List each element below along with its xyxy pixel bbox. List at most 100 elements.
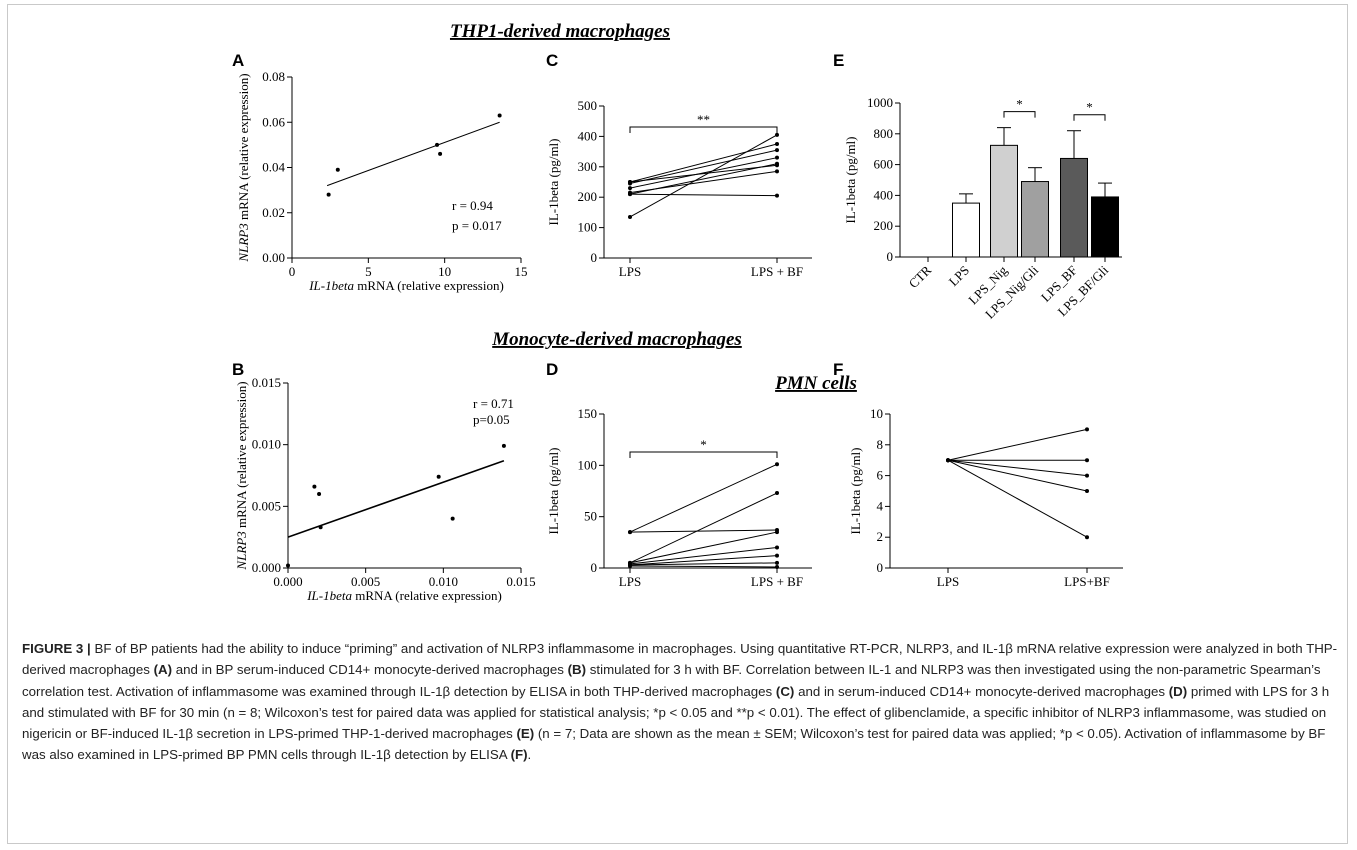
x-tick-label: 0.005 xyxy=(351,574,380,589)
y-tick-label: 200 xyxy=(578,189,598,204)
panel-letter-e: E xyxy=(833,51,844,70)
significance-bracket xyxy=(629,126,778,133)
bar xyxy=(1091,196,1119,258)
y-tick-label: 50 xyxy=(584,509,597,524)
data-point xyxy=(775,553,779,558)
paired-line xyxy=(629,562,778,566)
data-point xyxy=(628,214,632,219)
significance-label: * xyxy=(1086,100,1093,115)
bar xyxy=(1021,181,1049,258)
data-point xyxy=(335,167,340,172)
paired-line xyxy=(629,134,778,218)
y-axis-label: IL-1beta (pg/ml) xyxy=(843,137,858,224)
significance-label: * xyxy=(700,437,707,452)
data-point xyxy=(775,491,779,496)
data-point xyxy=(775,545,779,550)
paired-line xyxy=(629,170,778,194)
heading-pmn: PMN cells xyxy=(774,373,857,394)
caption-text: primed with LPS for 3 h and stimulated w… xyxy=(22,683,1330,742)
x-axis-label-gene: IL-1beta xyxy=(306,588,352,603)
y-axis-label-gene: NLRP3 xyxy=(236,223,251,263)
data-point xyxy=(775,155,779,160)
data-point xyxy=(775,193,779,198)
data-point xyxy=(312,484,317,489)
x-tick-label: 5 xyxy=(365,264,372,279)
paired-line xyxy=(947,459,1088,538)
significance-bracket xyxy=(1003,111,1036,118)
y-axis-label: NLRP3 mRNA (relative expression) xyxy=(236,73,251,262)
bar xyxy=(990,144,1018,258)
paired-line xyxy=(629,193,778,197)
y-axis-label-rest: mRNA (relative expression) xyxy=(236,73,251,223)
chart-panel-a: 0.00 0.02 0.04 0.06 0.08 0 5 10 15 IL-1beta mRNA … xyxy=(236,69,528,293)
paired-line xyxy=(629,157,778,189)
chart-panel-f: 0 2 4 6 8 10 LPS LPS+BF IL-1beta (pg/ml) xyxy=(848,406,1123,589)
paired-line xyxy=(629,492,778,564)
stat-r: r = 0.94 xyxy=(452,198,493,213)
caption-ref-c: (C) xyxy=(775,683,795,699)
data-point xyxy=(775,132,779,137)
data-point xyxy=(1085,473,1089,478)
bar xyxy=(952,202,980,258)
x-tick-label: 15 xyxy=(515,264,528,279)
y-axis-label: IL-1beta (pg/ml) xyxy=(546,448,561,535)
x-tick-label: LPS xyxy=(619,574,641,589)
y-tick-label: 6 xyxy=(877,468,884,483)
y-tick-label: 0.005 xyxy=(252,498,281,513)
x-axis-label-rest: mRNA (relative expression) xyxy=(352,588,502,603)
caption-text: and in BP serum-induced CD14+ monocyte-d… xyxy=(172,662,568,678)
data-point xyxy=(1085,489,1089,493)
data-point xyxy=(501,443,506,448)
y-tick-label: 0.04 xyxy=(262,160,285,175)
y-tick-label: 600 xyxy=(874,157,894,172)
y-tick-label: 300 xyxy=(578,159,598,174)
y-tick-label: 0.015 xyxy=(252,375,281,390)
data-point xyxy=(775,163,779,168)
y-tick-label: 4 xyxy=(877,498,884,513)
caption-ref-d: (D) xyxy=(1168,683,1188,699)
data-point xyxy=(628,186,632,191)
data-point xyxy=(450,516,455,521)
y-tick-label: 400 xyxy=(874,187,894,202)
data-point xyxy=(946,458,950,463)
y-axis-label: NLRP3 mRNA (relative expression) xyxy=(234,381,249,570)
data-point xyxy=(436,474,441,479)
y-tick-label: 8 xyxy=(877,437,884,452)
caption-text: BF of BP patients had the ability to ind… xyxy=(22,641,1338,678)
y-axis-label-gene: NLRP3 xyxy=(234,531,249,571)
figure-3: THP1-derived macrophages Monocyte-derive… xyxy=(232,21,1123,603)
y-tick-label: 0.010 xyxy=(252,437,281,452)
y-tick-label: 0.00 xyxy=(262,250,285,265)
data-point xyxy=(317,492,322,496)
bar xyxy=(1060,157,1088,258)
figure-frame xyxy=(7,4,1348,844)
x-tick-label: CTR xyxy=(906,262,935,291)
caption-ref-e: (E) xyxy=(516,726,535,742)
data-point xyxy=(775,564,779,569)
x-tick-label: 10 xyxy=(438,264,451,279)
y-tick-label: 100 xyxy=(578,457,598,472)
x-tick-label: 0.010 xyxy=(429,574,458,589)
y-tick-label: 100 xyxy=(578,220,598,235)
chart-panel-b: 0.000 0.005 0.010 0.015 0.000 0.005 0.010 0.015… xyxy=(234,375,536,603)
data-point xyxy=(775,462,779,467)
significance-label: * xyxy=(1016,97,1023,112)
x-tick-label: 0.000 xyxy=(273,574,302,589)
caption-text: (n = 7; Data are shown as the mean ± SEM… xyxy=(22,726,1326,763)
data-point xyxy=(286,563,290,568)
caption-ref-f: (F) xyxy=(510,747,528,763)
data-point xyxy=(775,142,779,146)
data-point xyxy=(775,560,779,565)
x-tick-label: LPS xyxy=(946,263,972,289)
y-tick-label: 150 xyxy=(578,406,598,421)
paired-line xyxy=(629,529,778,533)
data-point xyxy=(1085,427,1089,432)
data-point xyxy=(628,563,632,568)
paired-line xyxy=(629,149,778,185)
data-point xyxy=(775,530,779,535)
caption-text: and in serum-induced CD14+ monocyte-deri… xyxy=(794,683,1169,699)
data-point xyxy=(628,530,632,535)
panel-letter-a: A xyxy=(232,51,244,70)
y-axis-label: IL-1beta (pg/ml) xyxy=(546,139,561,226)
